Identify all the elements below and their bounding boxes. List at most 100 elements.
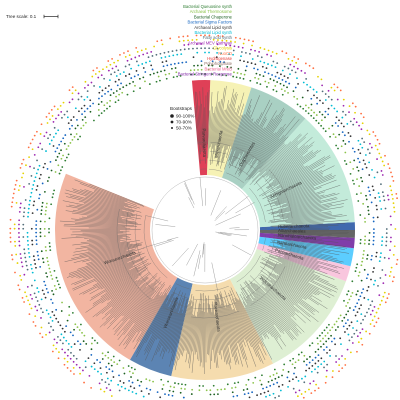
tree-branch xyxy=(272,223,346,228)
tree-branch xyxy=(92,269,147,306)
annotation-dot xyxy=(338,119,340,122)
tree-branch xyxy=(137,295,168,349)
tree-branch xyxy=(261,258,335,297)
clade-label: Nanohaloarchaeota xyxy=(278,232,317,240)
annotation-dot xyxy=(313,94,315,97)
annotation-dot xyxy=(162,383,165,386)
annotation-dot xyxy=(49,118,51,121)
annotation-dot xyxy=(15,179,18,182)
annotation-dot xyxy=(338,358,340,360)
tree-arc xyxy=(279,249,282,257)
annotation-dot xyxy=(48,242,51,244)
annotation-dot xyxy=(115,95,117,98)
annotation-dot xyxy=(31,138,34,141)
annotation-dot xyxy=(274,377,277,380)
annotation-dot xyxy=(145,387,148,390)
annotation-dot xyxy=(355,293,358,296)
tree-branch xyxy=(141,284,171,332)
tree-branch xyxy=(231,114,244,150)
tree-branch xyxy=(269,245,342,264)
annotation-dot xyxy=(192,47,194,50)
annotation-dot xyxy=(112,376,115,378)
annotation-dot xyxy=(53,126,56,129)
annotation-dot xyxy=(330,104,333,107)
annotation-dot xyxy=(76,118,78,121)
tree-branch xyxy=(220,232,247,237)
annotation-dot xyxy=(35,220,38,223)
tree-branch xyxy=(72,239,121,246)
tree-branch xyxy=(270,190,315,207)
tree-arc xyxy=(176,283,190,290)
annotation-dot xyxy=(321,113,324,116)
annotation-dot xyxy=(115,65,118,68)
annotation-dot xyxy=(234,36,237,39)
annotation-dot xyxy=(376,171,379,174)
tree-branch xyxy=(259,144,287,173)
tree-branch xyxy=(278,172,324,195)
annotation-dot xyxy=(51,196,54,199)
annotation-dot xyxy=(370,146,373,149)
annotation-dot xyxy=(128,73,131,76)
tree-branch xyxy=(136,295,169,354)
annotation-dot xyxy=(57,164,60,167)
tree-branch xyxy=(220,291,240,365)
annotation-dot xyxy=(110,73,112,76)
annotation-dot xyxy=(371,319,374,322)
annotation-dot xyxy=(13,223,16,226)
annotation-dot xyxy=(259,60,262,63)
annotation-dot xyxy=(53,314,56,317)
bootstrap-level-1: 90-100% xyxy=(176,114,194,119)
annotation-dot xyxy=(330,340,333,343)
tree-branch xyxy=(282,263,337,288)
annotation-dot xyxy=(349,161,352,164)
annotation-dot xyxy=(110,88,113,91)
annotation-dot xyxy=(284,90,286,92)
annotation-dot xyxy=(58,172,61,175)
tree-branch xyxy=(211,102,219,164)
annotation-dot xyxy=(9,227,12,230)
annotation-dot xyxy=(53,189,56,192)
tree-branch xyxy=(214,303,222,360)
annotation-dot xyxy=(22,172,25,175)
tree-branch xyxy=(162,308,177,347)
annotation-dot xyxy=(18,232,20,234)
annotation-dot xyxy=(396,258,399,261)
annotation-dot xyxy=(346,327,349,330)
annotation-dot xyxy=(35,188,38,191)
tree-branch xyxy=(84,189,140,209)
annotation-dot xyxy=(150,64,153,67)
annotation-dot xyxy=(54,171,57,173)
annotation-dot xyxy=(29,199,31,202)
annotation-dot xyxy=(26,235,29,238)
annotation-dot xyxy=(28,156,30,159)
annotation-dot xyxy=(271,74,273,76)
tree-arc xyxy=(194,294,233,301)
annotation-dot xyxy=(276,81,279,83)
annotation-dot xyxy=(17,189,20,191)
tree-branch xyxy=(228,92,245,147)
annotation-dot xyxy=(67,153,70,156)
annotation-dot xyxy=(277,376,280,379)
annotation-dot xyxy=(367,307,370,310)
annotation-dot xyxy=(278,395,280,397)
annotation-dot xyxy=(177,62,180,65)
tree-branch xyxy=(79,242,143,256)
annotation-dot xyxy=(381,236,384,239)
annotation-dot xyxy=(65,325,68,328)
annotation-dot xyxy=(20,257,22,260)
annotation-dot xyxy=(337,147,339,150)
tree-branch xyxy=(210,106,216,165)
tree-branch xyxy=(169,298,188,367)
annotation-dot xyxy=(83,104,86,107)
annotation-dot xyxy=(169,385,172,388)
annotation-dot xyxy=(240,72,242,75)
annotation-dot xyxy=(181,383,183,386)
annotation-dot xyxy=(328,349,331,351)
annotation-dot xyxy=(304,110,307,112)
tree-branch xyxy=(68,204,132,217)
legend-entry: Polyphosphate xyxy=(204,61,232,66)
annotation-dot xyxy=(217,39,219,41)
annotation-dot xyxy=(233,45,236,48)
annotation-dot xyxy=(135,60,138,63)
annotation-dot xyxy=(13,227,16,230)
